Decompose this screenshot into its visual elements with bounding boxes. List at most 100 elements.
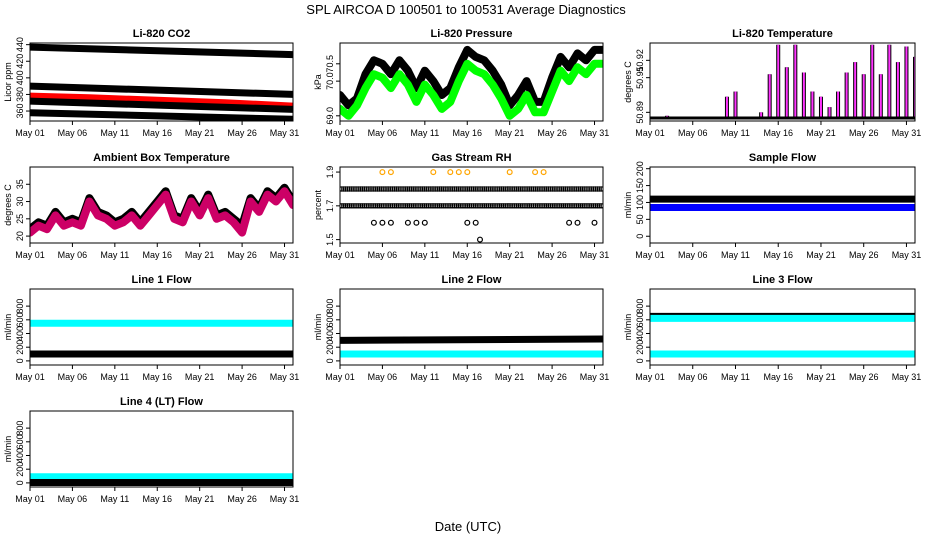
plot-frame — [649, 166, 916, 244]
data-point — [389, 203, 396, 209]
data-point — [423, 203, 430, 209]
data-point — [406, 186, 413, 192]
data-point — [412, 186, 418, 192]
data-point — [348, 203, 354, 209]
x-tick-label: May 11 — [410, 250, 439, 260]
data-point — [560, 186, 567, 192]
data-point — [485, 203, 492, 209]
x-tick-label: May 01 — [635, 372, 665, 382]
panel-title: Line 2 Flow — [442, 274, 502, 286]
plot-frame — [29, 166, 294, 244]
y-tick-label: 600 — [635, 312, 645, 327]
data-point — [508, 186, 514, 192]
data-point — [453, 186, 460, 192]
data-point — [500, 186, 507, 192]
x-tick-label: May 06 — [58, 494, 88, 504]
data-point — [598, 203, 603, 209]
data-point — [388, 203, 394, 209]
data-point — [406, 203, 413, 209]
y-axis-label: ml/min — [313, 314, 323, 341]
data-point — [367, 203, 373, 209]
data-point — [528, 203, 535, 209]
data-point — [431, 203, 437, 209]
x-tick-label: May 31 — [270, 494, 300, 504]
data-point — [384, 186, 390, 192]
x-axis: May 01 May 06 May 11 May 16 May 21 May 26 May … — [15, 243, 299, 260]
x-tick-label: May 31 — [892, 128, 922, 138]
data-point — [387, 219, 394, 226]
x-axis: May 01 May 06 May 11 May 16 May 21 May 26 May … — [635, 365, 921, 382]
x-tick-label: May 16 — [763, 372, 793, 382]
data-point — [421, 219, 428, 226]
data-point — [487, 203, 493, 209]
data-point — [399, 203, 405, 209]
data-point — [464, 219, 471, 226]
data-point — [380, 203, 386, 209]
data-point — [430, 169, 437, 176]
data-point — [585, 203, 591, 209]
panel-title: Ambient Box Temperature — [93, 152, 230, 164]
series-upper-std — [30, 82, 293, 98]
x-tick-label: May 11 — [721, 128, 750, 138]
series-rh-1-7 — [340, 203, 603, 209]
data-point — [587, 203, 593, 209]
y-tick-label: 600 — [325, 312, 335, 327]
y-tick-label: 69.0 — [325, 107, 335, 125]
data-point — [480, 186, 486, 192]
x-tick-label: May 16 — [453, 372, 483, 382]
data-point — [466, 186, 473, 192]
data-point — [545, 186, 552, 192]
data-point — [594, 186, 601, 192]
data-point — [354, 203, 360, 209]
data-point — [470, 186, 477, 192]
data-point — [382, 203, 388, 209]
y-axis: 20 25 30 35 — [15, 179, 30, 241]
x-tick-label: May 06 — [368, 128, 398, 138]
y-axis-label: Licor ppm — [3, 62, 13, 102]
data-point — [429, 186, 435, 192]
x-tick-label: May 21 — [806, 128, 836, 138]
data-point — [361, 203, 368, 209]
data-point — [358, 203, 364, 209]
y-tick-label: 420 — [15, 54, 25, 69]
x-tick-label: May 11 — [410, 372, 439, 382]
data-point — [497, 186, 503, 192]
data-point — [585, 186, 591, 192]
data-point — [542, 203, 548, 209]
data-point — [346, 203, 353, 209]
data-point — [517, 203, 523, 209]
x-tick-label: May 26 — [227, 372, 257, 382]
x-tick-label: May 11 — [721, 250, 750, 260]
data-point — [408, 186, 415, 192]
data-point — [413, 219, 420, 226]
data-point — [596, 203, 602, 209]
data-point — [457, 203, 463, 209]
data-point — [448, 203, 454, 209]
data-point — [389, 186, 396, 192]
x-tick-label: May 06 — [368, 250, 398, 260]
data-point — [564, 186, 570, 192]
data-point — [376, 203, 383, 209]
data-point — [384, 203, 390, 209]
data-point — [382, 186, 388, 192]
x-tick-label: May 21 — [495, 250, 525, 260]
data-point — [342, 186, 349, 192]
data-point — [583, 203, 589, 209]
y-tick-label: 0 — [15, 358, 25, 363]
y-tick-label: 400 — [15, 326, 25, 341]
x-tick-label: May 26 — [537, 250, 567, 260]
data-point — [489, 186, 495, 192]
data-point — [341, 203, 347, 209]
data-point — [491, 203, 497, 209]
data-layer — [340, 169, 603, 243]
data-point — [559, 203, 565, 209]
y-axis-label: ml/min — [623, 192, 633, 219]
data-point — [374, 186, 381, 192]
data-point — [450, 186, 456, 192]
data-layer — [30, 473, 293, 486]
data-point — [378, 186, 384, 192]
data-point — [557, 186, 563, 192]
data-point — [455, 169, 462, 176]
figure-x-label: Date (UTC) — [435, 519, 501, 534]
